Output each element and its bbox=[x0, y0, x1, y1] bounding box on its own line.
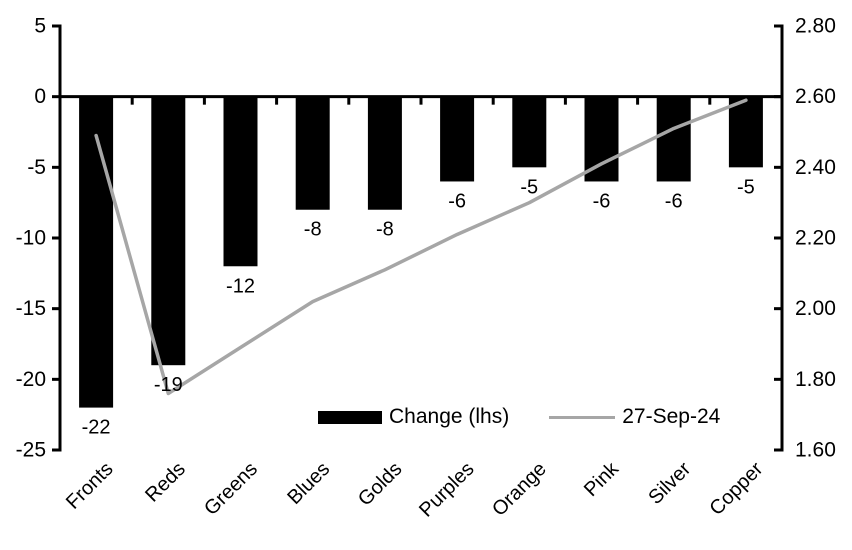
bar-value-label: -19 bbox=[154, 374, 183, 396]
category-label-copper: Copper bbox=[705, 458, 767, 520]
right-tick-label: 1.80 bbox=[795, 368, 836, 391]
left-tick-label: -25 bbox=[16, 439, 46, 462]
bar-value-label: -5 bbox=[520, 176, 538, 198]
bar-value-label: -8 bbox=[376, 219, 394, 241]
right-tick-label: 2.40 bbox=[795, 156, 836, 179]
left-tick-label: 5 bbox=[34, 15, 46, 38]
chart-legend: Change (lhs) 27-Sep-24 bbox=[318, 403, 720, 431]
bar-value-label: -12 bbox=[226, 275, 255, 297]
category-label-orange: Orange bbox=[488, 458, 551, 521]
bar-value-label: -6 bbox=[665, 190, 683, 212]
left-tick-label: -5 bbox=[27, 156, 46, 179]
right-tick-label: 2.60 bbox=[795, 85, 836, 108]
bar-blues bbox=[295, 96, 330, 210]
bar-fronts bbox=[79, 96, 114, 408]
right-tick-label: 2.00 bbox=[795, 297, 836, 320]
right-tick-label: 1.60 bbox=[795, 439, 836, 462]
bar-purples bbox=[440, 96, 475, 182]
right-tick-label: 2.20 bbox=[795, 227, 836, 250]
bar-pink bbox=[584, 96, 619, 182]
legend-bar-label: Change (lhs) bbox=[389, 405, 510, 428]
category-label-greens: Greens bbox=[200, 458, 262, 520]
left-tick-label: -20 bbox=[16, 368, 46, 391]
category-label-golds: Golds bbox=[354, 458, 407, 511]
category-label-pink: Pink bbox=[580, 457, 624, 501]
legend-bar-swatch bbox=[318, 410, 382, 424]
left-tick-label: -10 bbox=[16, 227, 46, 250]
legend-line-label: 27-Sep-24 bbox=[622, 405, 721, 428]
bar-value-label: -6 bbox=[448, 190, 466, 212]
category-label-reds: Reds bbox=[141, 458, 190, 507]
bar-value-label: -8 bbox=[304, 219, 322, 241]
left-tick-label: 0 bbox=[34, 85, 46, 108]
bar-reds bbox=[151, 96, 186, 366]
category-label-blues: Blues bbox=[283, 458, 334, 509]
bar-silver bbox=[656, 96, 691, 182]
category-label-silver: Silver bbox=[644, 458, 695, 509]
right-tick-label: 2.80 bbox=[795, 15, 836, 38]
line-series bbox=[94, 98, 748, 396]
bar-golds bbox=[367, 96, 402, 210]
bar-orange bbox=[512, 96, 547, 168]
category-label-fronts: Fronts bbox=[62, 458, 118, 514]
bar-value-label: -22 bbox=[82, 417, 111, 439]
bar-value-label: -6 bbox=[593, 190, 611, 212]
legend-line-swatch bbox=[549, 415, 616, 419]
left-tick-label: -15 bbox=[16, 297, 46, 320]
bar-value-label: -5 bbox=[737, 176, 755, 198]
category-label-purples: Purples bbox=[415, 458, 479, 522]
bar-copper bbox=[728, 96, 763, 168]
bar-greens bbox=[223, 96, 258, 267]
